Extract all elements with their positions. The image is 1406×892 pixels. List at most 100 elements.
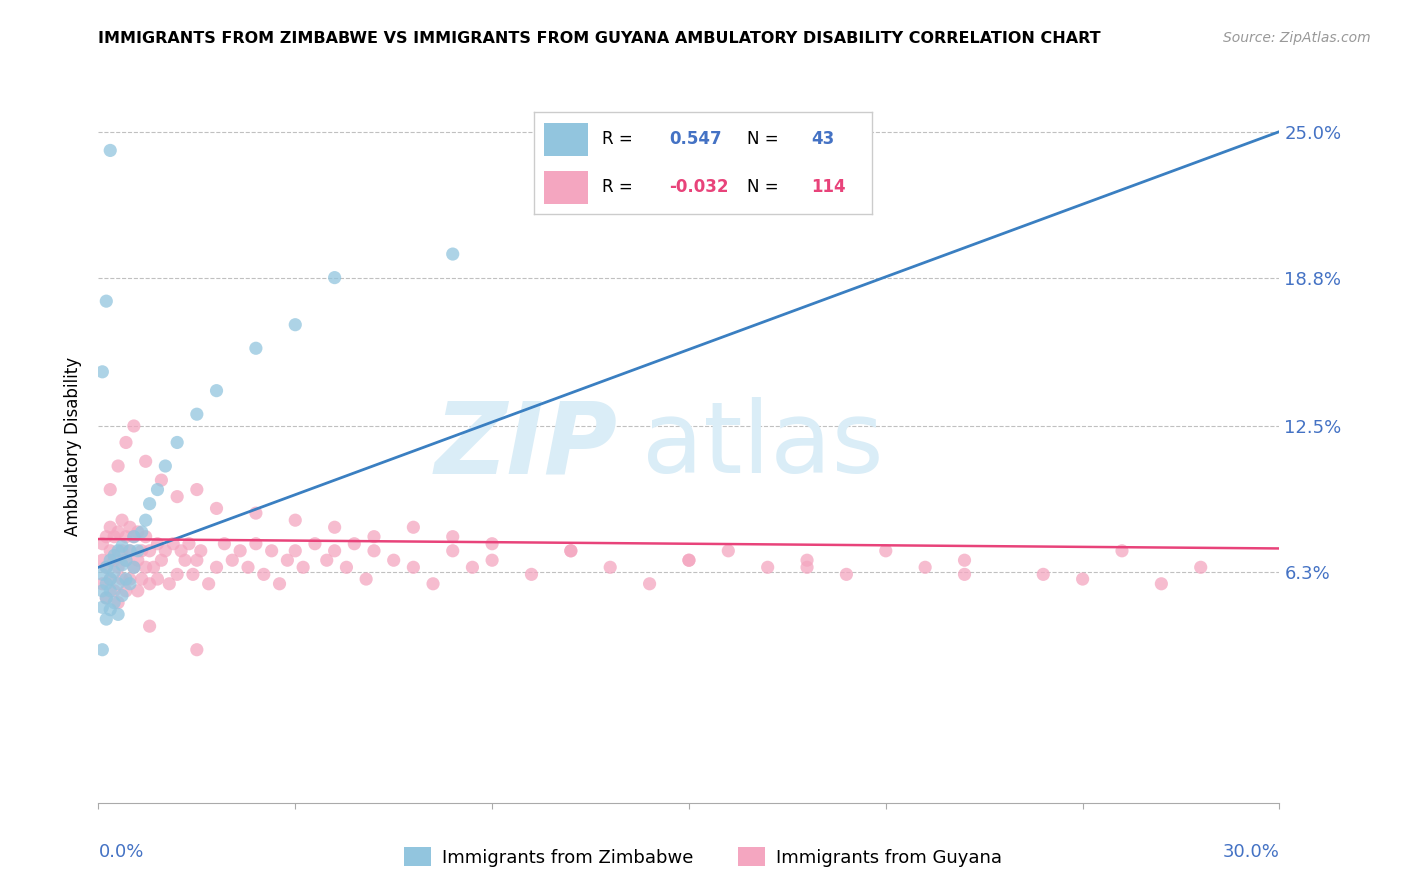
- Point: [107, 560, 129, 574]
- Point: [122, 530, 145, 544]
- Point: [186, 407, 208, 421]
- Point: [245, 537, 267, 551]
- Point: [292, 560, 315, 574]
- Point: [98, 553, 121, 567]
- Text: ZIP: ZIP: [434, 398, 619, 494]
- Point: [118, 543, 141, 558]
- Point: [796, 560, 818, 574]
- Point: [284, 543, 307, 558]
- Point: [599, 560, 621, 574]
- Y-axis label: Ambulatory Disability: Ambulatory Disability: [63, 357, 82, 535]
- Point: [170, 543, 193, 558]
- Point: [174, 553, 197, 567]
- Point: [162, 537, 184, 551]
- Point: [127, 543, 149, 558]
- Point: [122, 530, 145, 544]
- Point: [315, 553, 337, 567]
- Point: [135, 513, 157, 527]
- Point: [323, 520, 346, 534]
- Point: [91, 365, 114, 379]
- Point: [260, 543, 283, 558]
- Point: [756, 560, 779, 574]
- Point: [103, 596, 125, 610]
- Point: [135, 560, 157, 574]
- Point: [96, 576, 118, 591]
- Point: [127, 524, 149, 539]
- Text: N =: N =: [747, 130, 779, 148]
- Legend: Immigrants from Zimbabwe, Immigrants from Guyana: Immigrants from Zimbabwe, Immigrants fro…: [396, 840, 1010, 874]
- Point: [638, 576, 661, 591]
- Point: [1150, 576, 1173, 591]
- Point: [1189, 560, 1212, 574]
- Point: [122, 560, 145, 574]
- Point: [131, 572, 153, 586]
- Point: [441, 530, 464, 544]
- Point: [186, 483, 208, 497]
- Text: atlas: atlas: [641, 398, 883, 494]
- Point: [91, 642, 114, 657]
- Point: [146, 537, 169, 551]
- Point: [107, 607, 129, 622]
- Point: [115, 572, 138, 586]
- Point: [98, 144, 121, 158]
- Point: [221, 553, 243, 567]
- Point: [236, 560, 259, 574]
- Point: [441, 247, 464, 261]
- Point: [1111, 543, 1133, 558]
- Point: [118, 572, 141, 586]
- Point: [835, 567, 858, 582]
- Point: [914, 560, 936, 574]
- Point: [98, 483, 121, 497]
- Point: [166, 490, 188, 504]
- Point: [717, 543, 740, 558]
- Point: [678, 553, 700, 567]
- Point: [131, 524, 153, 539]
- Point: [96, 560, 118, 574]
- Point: [875, 543, 897, 558]
- Point: [111, 543, 134, 558]
- Point: [1071, 572, 1094, 586]
- Point: [115, 553, 138, 567]
- Point: [181, 567, 204, 582]
- Point: [107, 576, 129, 591]
- Point: [118, 576, 141, 591]
- Point: [142, 560, 165, 574]
- Point: [103, 565, 125, 579]
- Point: [98, 602, 121, 616]
- Point: [122, 419, 145, 434]
- Point: [284, 513, 307, 527]
- Point: [481, 537, 503, 551]
- Point: [91, 600, 114, 615]
- Point: [138, 543, 160, 558]
- Point: [115, 583, 138, 598]
- Point: [115, 435, 138, 450]
- Text: 0.547: 0.547: [669, 130, 721, 148]
- Point: [107, 524, 129, 539]
- Point: [96, 560, 118, 574]
- Point: [91, 583, 114, 598]
- Point: [127, 583, 149, 598]
- Point: [953, 567, 976, 582]
- Point: [138, 619, 160, 633]
- Point: [520, 567, 543, 582]
- Point: [118, 543, 141, 558]
- Point: [422, 576, 444, 591]
- Point: [96, 294, 118, 309]
- Text: 30.0%: 30.0%: [1223, 843, 1279, 861]
- Point: [335, 560, 357, 574]
- Point: [166, 435, 188, 450]
- Text: 0.0%: 0.0%: [98, 843, 143, 861]
- Point: [107, 596, 129, 610]
- Bar: [544, 123, 588, 155]
- Point: [98, 543, 121, 558]
- Point: [953, 553, 976, 567]
- Point: [323, 270, 346, 285]
- Point: [186, 553, 208, 567]
- Point: [103, 549, 125, 563]
- Point: [157, 576, 180, 591]
- Point: [103, 583, 125, 598]
- Point: [197, 576, 219, 591]
- Point: [98, 583, 121, 598]
- Point: [402, 520, 425, 534]
- Point: [146, 572, 169, 586]
